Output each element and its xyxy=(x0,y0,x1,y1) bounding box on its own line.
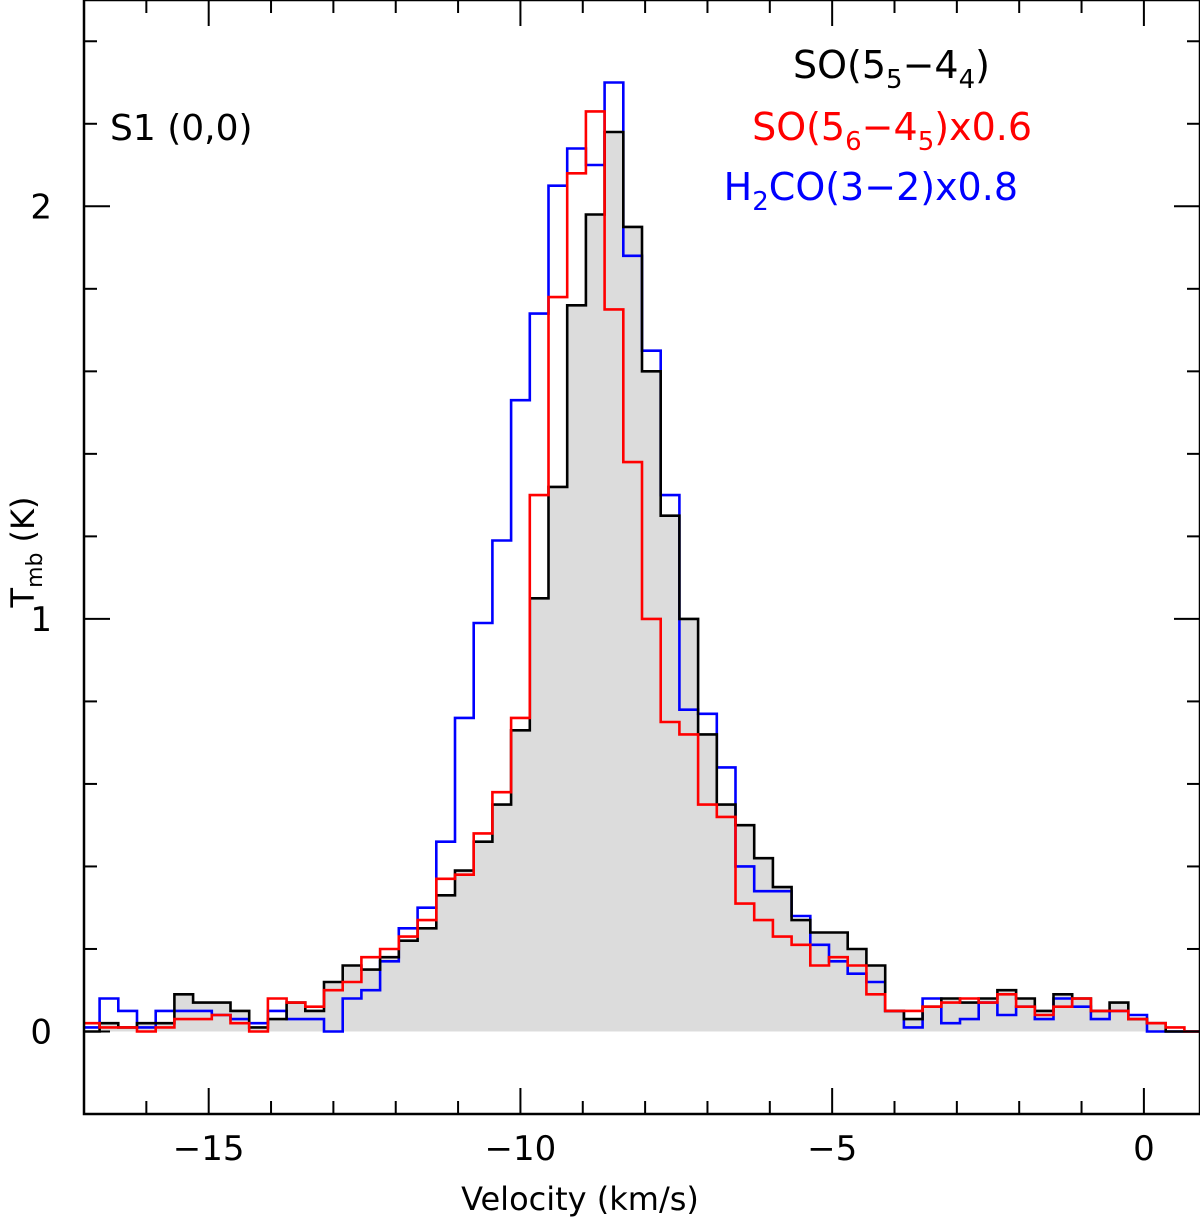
series-layer xyxy=(84,81,1200,1033)
x-tick-label: −10 xyxy=(485,1129,557,1169)
y-axis-title-main: T xyxy=(4,587,42,608)
series-fill-0 xyxy=(84,132,1200,1032)
series-line-1 xyxy=(84,110,1200,1033)
legend-subscript: 5 xyxy=(886,65,903,95)
legend-entry-h2co: H2CO(3−2)x0.8 xyxy=(724,165,1018,217)
legend: SO(55−44) SO(56−45)x0.6 H2CO(3−2)x0.8 xyxy=(724,43,1032,217)
legend-main: SO(5 xyxy=(793,43,886,87)
legend-main: SO(5 xyxy=(752,105,845,149)
legend-middle: CO(3−2)x0.8 xyxy=(769,165,1018,209)
legend-subscript: 6 xyxy=(845,127,862,157)
y-tick-label: 0 xyxy=(30,1012,52,1052)
legend-entry-so-55-44: SO(55−44) xyxy=(793,43,990,95)
series-line-0 xyxy=(84,130,1200,1033)
x-axis-title: Velocity (km/s) xyxy=(461,1180,699,1218)
panel-label: S1 (0,0) xyxy=(110,108,253,149)
plot-frame xyxy=(82,0,1200,1116)
y-tick-label: 2 xyxy=(30,187,52,227)
legend-tail: ) xyxy=(975,43,990,87)
y-tick-label: 1 xyxy=(30,600,52,640)
y-axis-title-subscript: mb xyxy=(23,553,48,588)
fill-layer xyxy=(84,132,1200,1032)
x-tick-label: 0 xyxy=(1133,1129,1155,1169)
y-axis-title: Tmb (K) xyxy=(4,497,48,609)
plot-area: −15 −10 −5 0 0 1 2 xyxy=(30,0,1200,1169)
legend-middle: −4 xyxy=(862,105,918,149)
y-axis-title-unit: (K) xyxy=(4,497,42,543)
legend-subscript: 5 xyxy=(918,127,935,157)
legend-middle: −4 xyxy=(903,43,959,87)
x-tick-label: −5 xyxy=(807,1129,857,1169)
legend-subscript: 2 xyxy=(752,187,769,217)
legend-subscript: 4 xyxy=(959,65,976,95)
tick-layer: −15 −10 −5 0 0 1 2 xyxy=(30,0,1200,1169)
x-tick-label: −15 xyxy=(173,1129,245,1169)
legend-main: H xyxy=(724,165,753,209)
legend-entry-so-56-45: SO(56−45)x0.6 xyxy=(752,105,1032,157)
legend-tail: )x0.6 xyxy=(934,105,1032,149)
